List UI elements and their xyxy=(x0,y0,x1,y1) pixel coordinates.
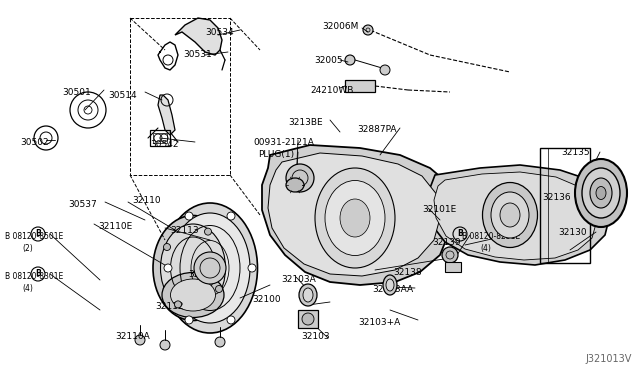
Bar xyxy=(298,310,318,328)
Text: 24210WB: 24210WB xyxy=(310,86,353,95)
Text: 32138: 32138 xyxy=(393,268,422,277)
Text: 32103A: 32103A xyxy=(281,275,316,284)
Text: 32103: 32103 xyxy=(301,332,330,341)
Circle shape xyxy=(380,65,390,75)
Text: 32135: 32135 xyxy=(561,148,589,157)
Polygon shape xyxy=(262,145,455,285)
Ellipse shape xyxy=(483,183,538,247)
Text: 32887P: 32887P xyxy=(188,270,222,279)
Circle shape xyxy=(302,313,314,325)
Ellipse shape xyxy=(386,279,394,291)
Bar xyxy=(540,148,590,263)
Ellipse shape xyxy=(286,178,304,192)
Circle shape xyxy=(216,285,223,292)
Text: (4): (4) xyxy=(22,284,33,293)
Text: 00931-2121A: 00931-2121A xyxy=(253,138,314,147)
Text: 32136: 32136 xyxy=(542,193,571,202)
Ellipse shape xyxy=(491,192,529,238)
Text: 32103AA: 32103AA xyxy=(372,285,413,294)
Text: 32113: 32113 xyxy=(170,226,198,235)
Polygon shape xyxy=(428,165,610,265)
Circle shape xyxy=(164,264,172,272)
Text: B: B xyxy=(35,269,41,279)
Text: 32006M: 32006M xyxy=(322,22,358,31)
Text: 30502: 30502 xyxy=(20,138,49,147)
Text: 30531: 30531 xyxy=(183,50,212,59)
Circle shape xyxy=(442,247,458,263)
Text: 32005: 32005 xyxy=(314,56,342,65)
Ellipse shape xyxy=(163,203,257,333)
Text: B: B xyxy=(35,230,41,238)
Text: PLUG(1): PLUG(1) xyxy=(258,150,294,159)
Circle shape xyxy=(227,316,235,324)
Polygon shape xyxy=(175,18,222,55)
Ellipse shape xyxy=(582,168,620,218)
Text: 32110E: 32110E xyxy=(98,222,132,231)
Circle shape xyxy=(205,228,211,235)
Bar xyxy=(345,80,375,92)
Text: B 08120-8501E: B 08120-8501E xyxy=(5,232,63,241)
Text: 3213BE: 3213BE xyxy=(288,118,323,127)
Circle shape xyxy=(194,252,226,284)
Text: B 08120-8301E: B 08120-8301E xyxy=(5,272,63,281)
Bar xyxy=(150,130,170,146)
Text: 32112: 32112 xyxy=(155,302,184,311)
Text: 32110: 32110 xyxy=(132,196,161,205)
Polygon shape xyxy=(434,172,597,260)
Polygon shape xyxy=(268,153,440,276)
Text: 32887PA: 32887PA xyxy=(357,125,397,134)
Circle shape xyxy=(163,244,170,250)
Text: 32139: 32139 xyxy=(432,238,461,247)
Text: 30514: 30514 xyxy=(108,91,136,100)
Text: 30542: 30542 xyxy=(150,140,179,149)
Text: J321013V: J321013V xyxy=(586,354,632,364)
Ellipse shape xyxy=(299,284,317,306)
Text: 32130: 32130 xyxy=(558,228,587,237)
Ellipse shape xyxy=(153,215,233,321)
Ellipse shape xyxy=(575,159,627,227)
Circle shape xyxy=(135,335,145,345)
Circle shape xyxy=(363,25,373,35)
Polygon shape xyxy=(158,95,175,135)
Text: 32101E: 32101E xyxy=(422,205,456,214)
Ellipse shape xyxy=(161,224,225,312)
Text: 30501: 30501 xyxy=(62,88,91,97)
Bar xyxy=(153,133,167,143)
Ellipse shape xyxy=(500,203,520,227)
Ellipse shape xyxy=(162,273,224,317)
Text: 30537: 30537 xyxy=(68,200,97,209)
Circle shape xyxy=(227,212,235,220)
Ellipse shape xyxy=(596,186,606,199)
Text: 30534: 30534 xyxy=(205,28,234,37)
Circle shape xyxy=(160,340,170,350)
Text: 32110A: 32110A xyxy=(115,332,150,341)
Circle shape xyxy=(185,316,193,324)
Ellipse shape xyxy=(325,180,385,256)
Ellipse shape xyxy=(383,275,397,295)
Ellipse shape xyxy=(340,199,370,237)
Ellipse shape xyxy=(303,288,313,302)
Circle shape xyxy=(286,164,314,192)
Ellipse shape xyxy=(590,178,612,208)
Text: B 08120-8251E: B 08120-8251E xyxy=(462,232,520,241)
Ellipse shape xyxy=(315,168,395,268)
Circle shape xyxy=(215,337,225,347)
Text: 32100: 32100 xyxy=(252,295,280,304)
Bar xyxy=(445,262,461,272)
Circle shape xyxy=(248,264,256,272)
Circle shape xyxy=(175,301,182,308)
Text: (2): (2) xyxy=(22,244,33,253)
Circle shape xyxy=(185,212,193,220)
Text: (4): (4) xyxy=(480,244,491,253)
Ellipse shape xyxy=(170,213,250,323)
Text: B: B xyxy=(457,230,463,238)
Ellipse shape xyxy=(170,279,216,311)
Circle shape xyxy=(345,55,355,65)
Text: 32103+A: 32103+A xyxy=(358,318,400,327)
